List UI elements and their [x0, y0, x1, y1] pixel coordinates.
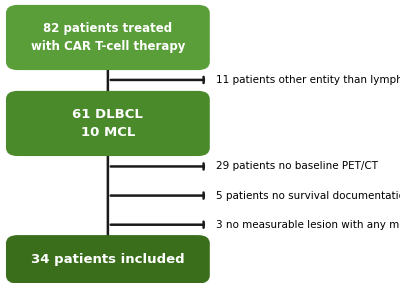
Text: 61 DLBCL
10 MCL: 61 DLBCL 10 MCL [72, 108, 143, 139]
Text: 29 patients no baseline PET/CT: 29 patients no baseline PET/CT [216, 162, 378, 171]
Text: 34 patients included: 34 patients included [31, 253, 185, 266]
FancyBboxPatch shape [6, 5, 210, 70]
Text: 82 patients treated
with CAR T-cell therapy: 82 patients treated with CAR T-cell ther… [31, 22, 185, 53]
Text: 5 patients no survival documentation: 5 patients no survival documentation [216, 190, 400, 201]
FancyBboxPatch shape [6, 235, 210, 283]
Text: 3 no measurable lesion with any method: 3 no measurable lesion with any method [216, 220, 400, 230]
Text: 11 patients other entity than lymphoma: 11 patients other entity than lymphoma [216, 75, 400, 85]
FancyBboxPatch shape [6, 91, 210, 156]
